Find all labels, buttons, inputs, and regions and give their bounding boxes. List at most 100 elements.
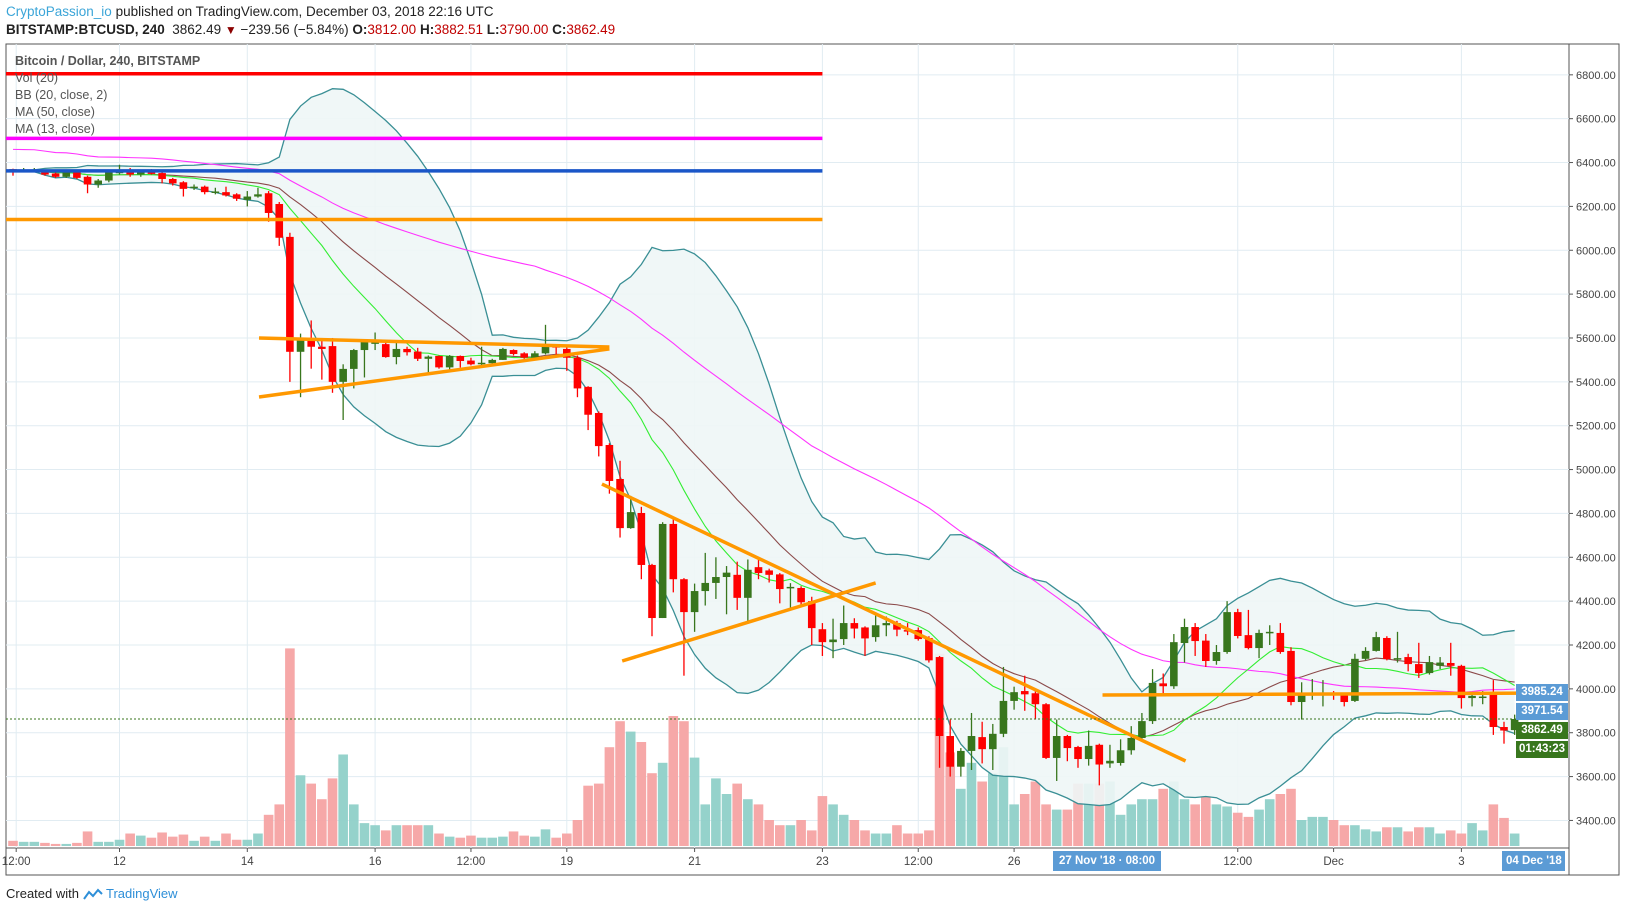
candle-down (1457, 665, 1466, 699)
close-label: C: (552, 22, 567, 37)
volume-bar (1222, 806, 1232, 846)
volume-bar (743, 799, 753, 846)
volume-bar (753, 804, 764, 846)
volume-bar (72, 842, 82, 846)
volume-bar (306, 783, 316, 846)
candle-up (392, 348, 401, 358)
candle-up (989, 733, 997, 750)
candle-up (243, 196, 252, 200)
candle-up (1127, 737, 1136, 751)
y-tick-label: 3600.00 (1576, 772, 1616, 784)
tradingview-logo[interactable]: TradingView (83, 886, 178, 901)
x-tick-label: 19 (560, 856, 573, 868)
candle-down (637, 512, 646, 565)
y-tick-label: 5200.00 (1576, 421, 1616, 433)
created-with-text: Created with (6, 886, 79, 901)
candle-down (765, 570, 773, 575)
candle-up (1425, 662, 1434, 674)
candle-down (328, 346, 337, 382)
candle-up (1170, 642, 1178, 687)
candle-down (286, 236, 294, 352)
close-value: 3862.49 (566, 22, 616, 37)
ma13-line (12, 170, 1515, 737)
candle-up (339, 368, 347, 382)
candle-up (1468, 695, 1476, 699)
y-tick-label: 4800.00 (1576, 508, 1616, 520)
volume-bar (349, 804, 359, 846)
candle-down (1020, 691, 1029, 695)
volume-bar (242, 839, 253, 846)
candle-down (925, 637, 933, 661)
candle-down (850, 623, 859, 629)
candle-up (488, 359, 497, 364)
legend-ma50[interactable]: MA (50, close) (15, 105, 95, 119)
volume-bar (572, 820, 583, 846)
candle-up (1478, 696, 1487, 699)
publish-info: CryptoPassion_io published on TradingVie… (6, 4, 494, 19)
volume-bar (359, 823, 370, 846)
candle-up (999, 700, 1008, 734)
candle-up (499, 348, 507, 360)
y-tick-label: 5400.00 (1576, 377, 1616, 389)
volume-bar (817, 796, 828, 846)
volume-bar (402, 825, 412, 846)
bar-countdown: 01:43:23 (1516, 741, 1568, 758)
legend-bb[interactable]: BB (20, close, 2) (15, 88, 108, 102)
volume-bar (1190, 804, 1200, 846)
volume-bar (913, 833, 924, 846)
volume-bar (711, 778, 721, 846)
candle-down (318, 346, 326, 349)
candle-up (1436, 662, 1444, 666)
volume-bar (444, 836, 455, 846)
candle-down (232, 194, 241, 199)
legend-volume[interactable]: Vol (20) (15, 71, 59, 85)
volume-bar (530, 836, 540, 846)
volume-bar (1062, 809, 1073, 846)
volume-bar (1211, 804, 1222, 846)
legend-ma13[interactable]: MA (13, close) (15, 122, 95, 136)
volume-bar (966, 762, 977, 846)
volume-bar (1350, 825, 1360, 846)
chart-frame (5, 43, 1620, 876)
candle-up (626, 512, 635, 529)
bollinger-upper-line (12, 88, 1515, 693)
volume-bar (1328, 820, 1339, 846)
candle-down (776, 574, 784, 590)
volume-bar (455, 837, 466, 846)
volume-bar (29, 841, 40, 846)
candle-down (807, 601, 816, 629)
price-label-line-a: 3985.24 (1516, 684, 1568, 701)
candle-down (73, 171, 81, 178)
candle-up (424, 356, 433, 359)
author-link[interactable]: CryptoPassion_io (6, 4, 112, 19)
volume-bar (1094, 783, 1105, 846)
volume-bar (892, 825, 902, 846)
candle-down (1415, 664, 1423, 674)
volume-bar (1019, 794, 1030, 846)
x-tick-label: 26 (1008, 856, 1021, 868)
volume-bar (1424, 827, 1435, 846)
candle-up (371, 342, 379, 344)
candle-up (957, 750, 965, 767)
candle-down (435, 355, 443, 368)
candle-up (94, 180, 102, 185)
volume-bar (604, 747, 615, 846)
candle-up (531, 353, 539, 358)
candle-down (1244, 635, 1253, 649)
volume-bar (221, 833, 231, 846)
volume-bar (1264, 799, 1275, 846)
x-tick-label: 12 (113, 856, 126, 868)
candle-up (1138, 721, 1146, 738)
volume-bar (178, 834, 189, 846)
legend-title: Bitcoin / Dollar, 240, BITSTAMP (15, 54, 201, 68)
volume-bar (956, 788, 966, 846)
open-value: 3812.00 (367, 22, 417, 37)
volume-bar (8, 840, 18, 846)
volume-bar (1477, 830, 1488, 846)
volume-bar (1169, 781, 1179, 846)
volume-bar (1073, 783, 1083, 846)
volume-bar (1499, 817, 1509, 846)
open-label: O: (352, 22, 368, 37)
candle-up (296, 337, 305, 352)
